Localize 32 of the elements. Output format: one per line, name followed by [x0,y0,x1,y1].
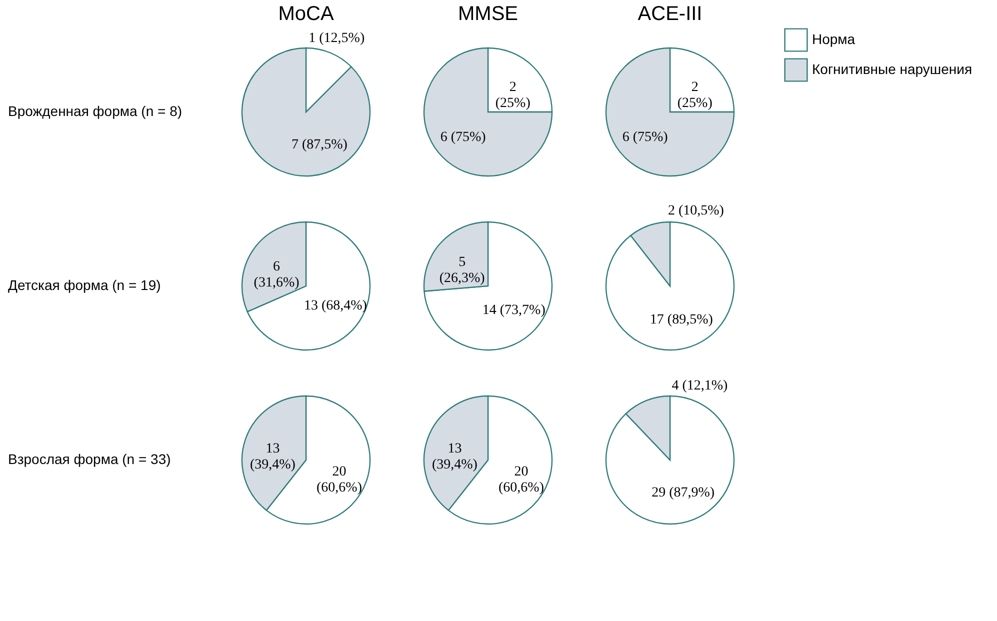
data-label: 7 (87,5%) [291,138,348,153]
data-label: 29 (87,9%) [652,486,715,501]
data-label: 2 (25%) [495,80,531,112]
data-label: 20 (60,6%) [316,464,362,496]
data-label: 5 (26,3%) [439,255,486,286]
text: Врожденная форма (n = 8) [8,103,182,119]
data-label: 2 (10,5%) [668,203,724,218]
data-label: 2 (25%) [677,80,713,112]
pie-slice [424,221,553,351]
data-label: 13 (39,4%) [432,441,478,472]
data-label: 1 (12,5%) [308,31,365,46]
pie-slice [605,395,735,524]
legend-label: Когнитивные нарушения [812,61,972,77]
data-label: 6 (75%) [440,130,486,145]
data-label: 20 (60,6%) [498,464,544,496]
pie-slice [605,47,735,177]
chart-title: MMSE [458,3,518,25]
data-label: 4 (12,1%) [672,378,728,394]
data-label: 6 (75%) [622,130,668,145]
pie-slice [605,221,735,351]
chart-title: ACE-III [638,3,702,25]
data-label: 6 (31,6%) [254,260,300,291]
text: Детская форма (n = 19) [8,277,161,293]
legend-label: Норма [812,31,856,47]
data-label: 13 (39,4%) [250,441,296,472]
data-label: 14 (73,7%) [482,302,546,318]
data-label: 13 (68,4%) [304,298,368,314]
text: Взрослая форма (n = 33) [8,451,171,467]
chart-title: MoCA [278,3,334,25]
data-label: 17 (89,5%) [650,312,714,328]
pie-slice [241,47,371,177]
pie-slice [423,47,553,177]
